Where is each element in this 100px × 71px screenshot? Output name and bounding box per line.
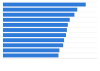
bar <box>3 54 58 58</box>
row-separator <box>3 52 97 53</box>
bar <box>3 48 59 52</box>
bar <box>3 8 77 12</box>
row-separator <box>3 12 97 13</box>
row-separator <box>3 7 97 8</box>
bars <box>3 3 86 58</box>
row-separator <box>3 27 97 28</box>
row-separator <box>3 42 97 43</box>
bar <box>3 28 67 32</box>
row-separator <box>3 37 97 38</box>
bar <box>3 13 74 17</box>
row-separator <box>3 58 97 59</box>
bar <box>3 18 70 22</box>
value-axis <box>3 58 97 59</box>
row-separator <box>3 2 97 3</box>
bar <box>3 23 68 27</box>
row-separator <box>3 47 97 48</box>
row-separator <box>3 22 97 23</box>
bar <box>3 33 66 37</box>
bar <box>3 38 64 42</box>
row-separator <box>3 17 97 18</box>
row-separator <box>3 32 97 33</box>
bar <box>3 3 86 7</box>
bar <box>3 43 63 47</box>
chart <box>0 0 100 71</box>
